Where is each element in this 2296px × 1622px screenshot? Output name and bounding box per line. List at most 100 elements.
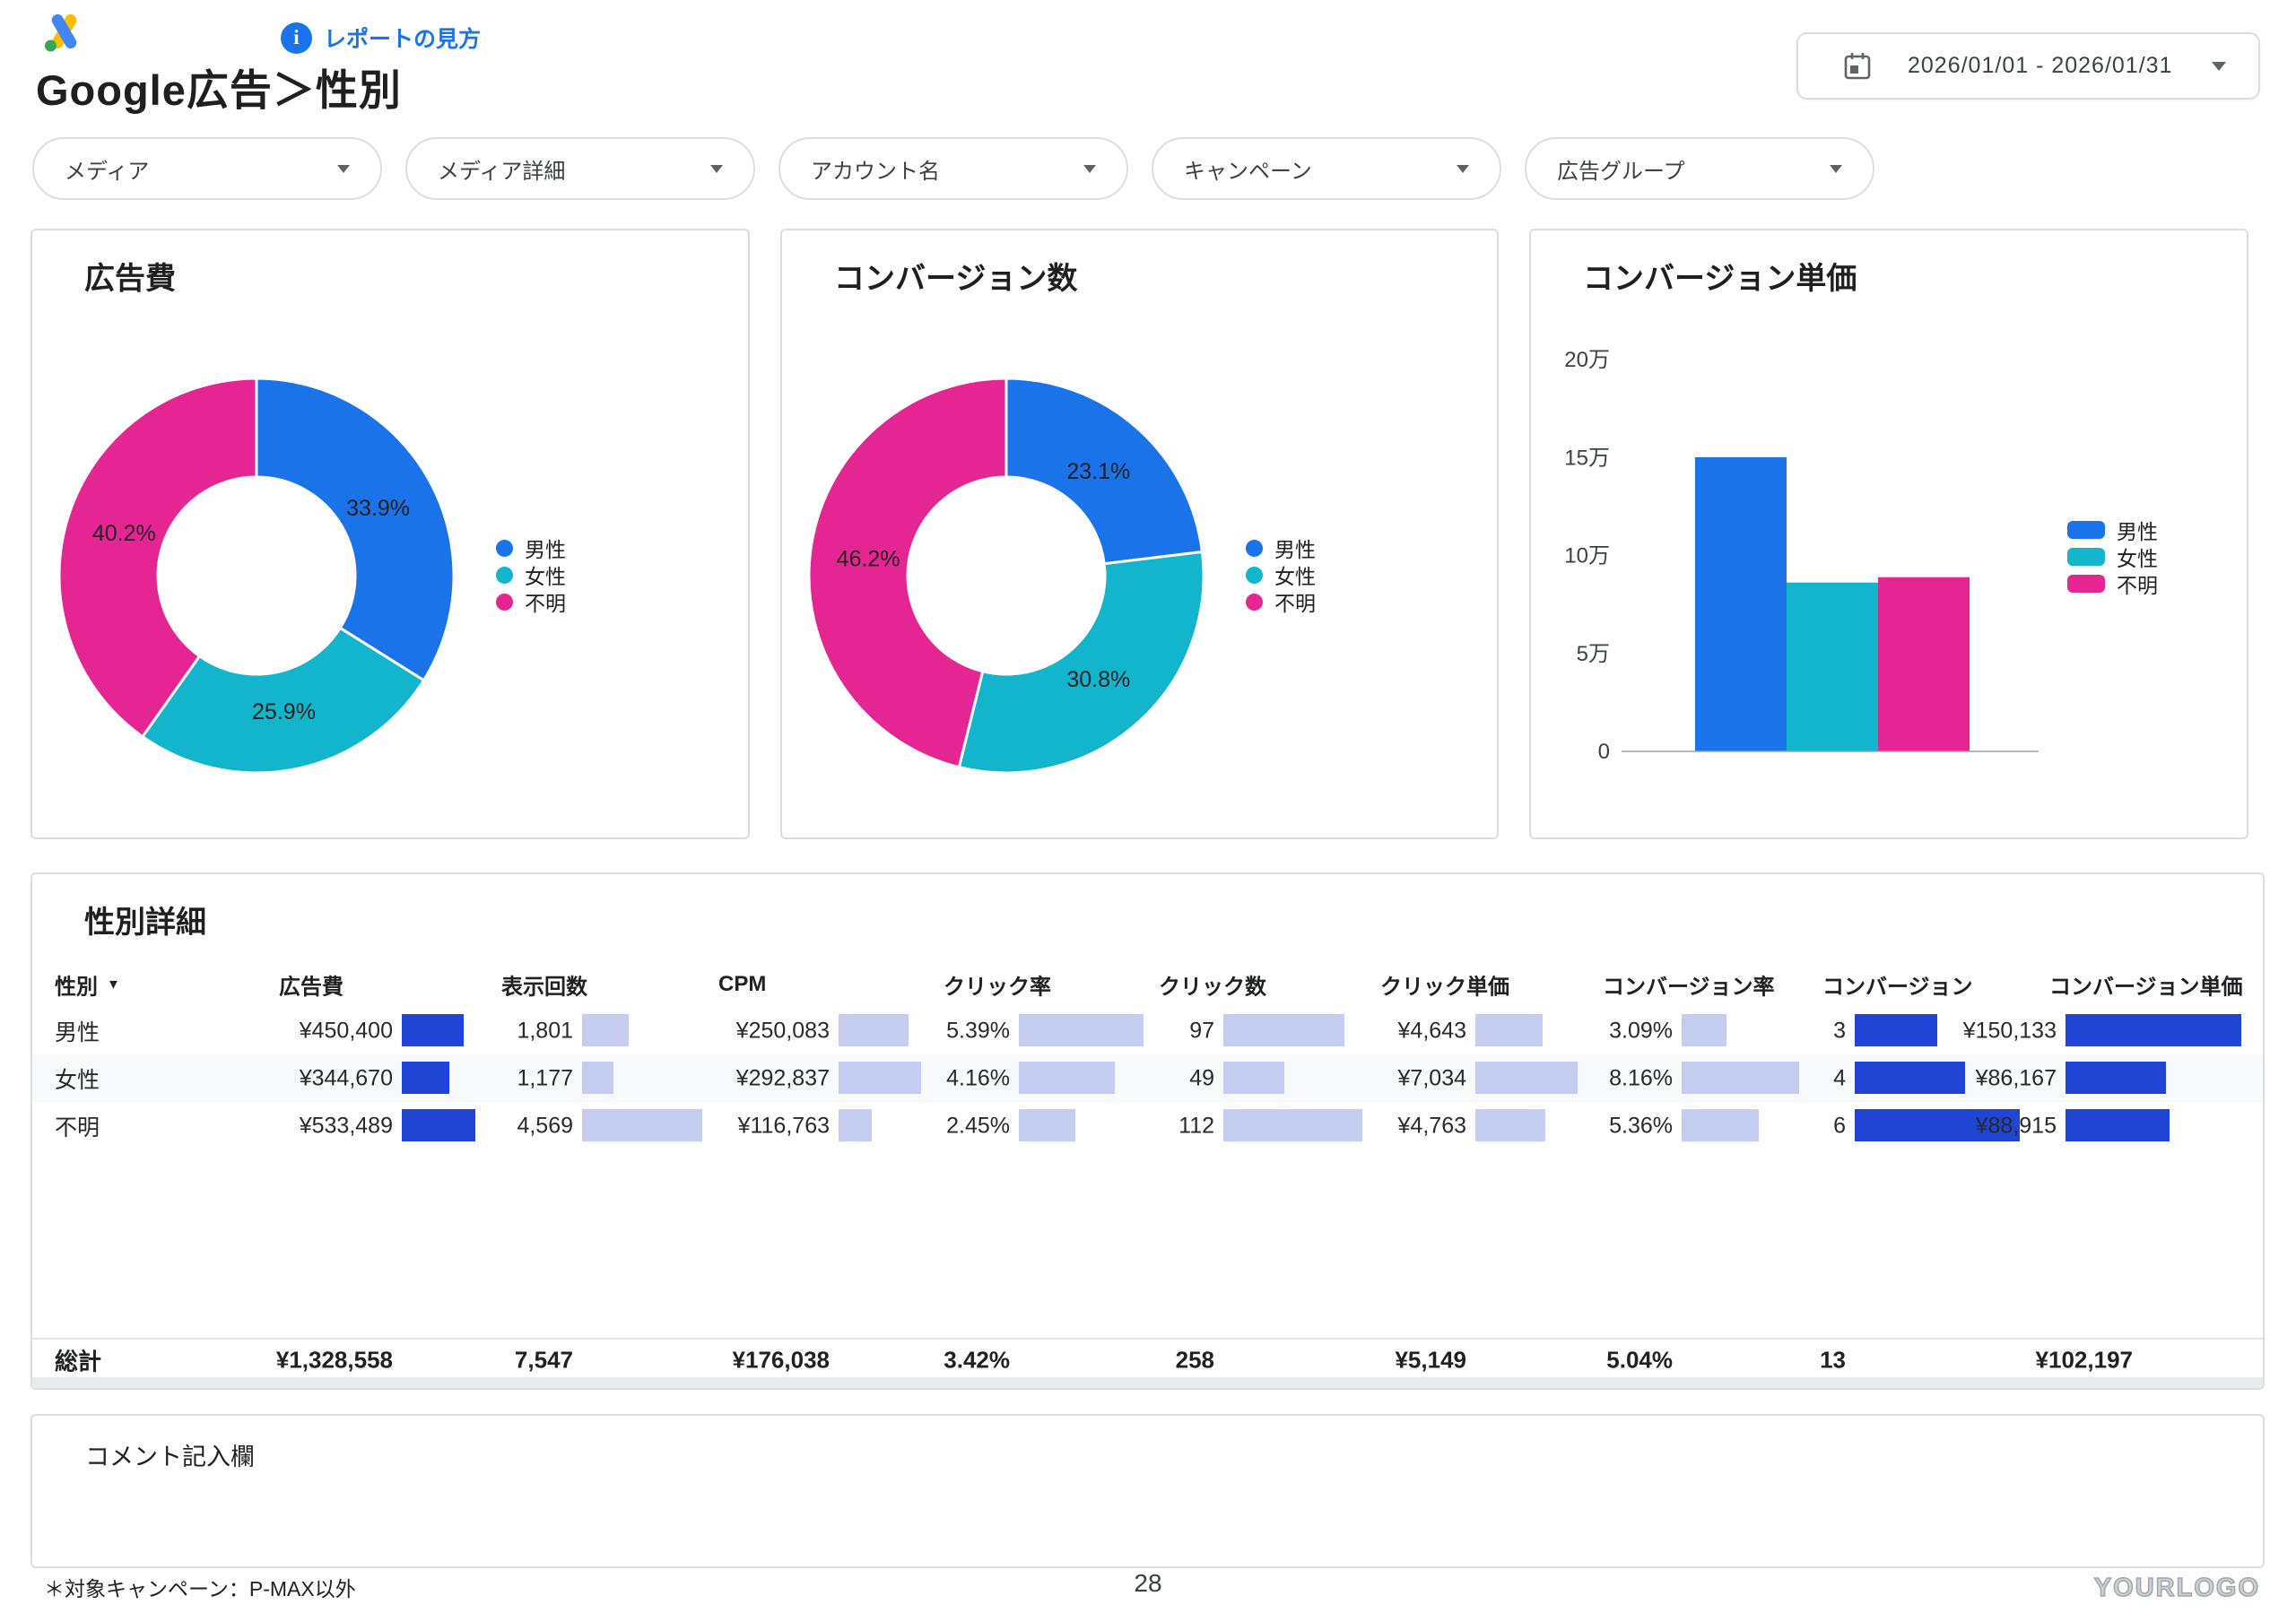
bar-不明 — [1878, 577, 1970, 751]
legend-swatch — [496, 566, 513, 584]
sort-desc-icon: ▼ — [107, 976, 120, 993]
bar-chart: 20万 15万 10万 5万 0 — [1564, 348, 2039, 764]
chevron-down-icon — [337, 164, 350, 173]
cell-value: 5.39% — [946, 1018, 1010, 1043]
filter-5[interactable]: 広告グループ — [1525, 137, 1874, 200]
column-header-label: 性別 — [55, 975, 98, 1000]
filter-4[interactable]: キャンペーン — [1152, 137, 1501, 200]
cell-bar — [582, 1062, 613, 1094]
legend-item: 女性 — [1246, 561, 1316, 588]
cell-value: 3 — [1833, 1018, 1846, 1043]
column-header-label: クリック数 — [1159, 975, 1266, 1000]
cell-bar — [1682, 1062, 1799, 1094]
cell-bar — [1019, 1014, 1144, 1046]
cell-value: ¥250,083 — [735, 1018, 830, 1043]
legend-label: 男性 — [2117, 520, 2158, 543]
cell-value: ¥86,167 — [1975, 1065, 2057, 1090]
cell-value: ¥292,837 — [735, 1065, 830, 1090]
legend-swatch — [2067, 575, 2105, 593]
legend-swatch — [1246, 539, 1263, 557]
legend-item: 不明 — [496, 588, 566, 615]
cell-value: 5.36% — [1609, 1113, 1673, 1138]
cell-value: ¥116,763 — [737, 1113, 830, 1138]
chevron-down-icon — [1083, 164, 1096, 173]
report-help-link[interactable]: i レポートの見方 — [281, 22, 481, 54]
column-header-0[interactable]: 性別 ▼ — [55, 969, 120, 1001]
slice-label: 46.2% — [837, 546, 900, 571]
table-row: 女性 ¥344,670 1,177 ¥292,837 4.16% 49 ¥7,034 8.16… — [32, 1054, 2263, 1102]
cell-bar — [1682, 1109, 1759, 1141]
chart-legend: 男性 女性不明 — [1246, 534, 1316, 615]
table-row: 男性 ¥450,400 1,801 ¥250,083 5.39% 97 ¥4,643 3.09… — [32, 1007, 2263, 1054]
filter-label: メディア詳細 — [438, 159, 566, 184]
cell-value: 4.16% — [946, 1065, 1010, 1090]
column-header-label: コンバージョン率 — [1603, 975, 1775, 1000]
donut-slice-不明 — [807, 377, 1008, 769]
legend-swatch — [2067, 521, 2105, 539]
total-value: ¥5,149 — [1395, 1346, 1466, 1374]
row-label: 女性 — [55, 1067, 100, 1093]
column-header-label: コンバージョン単価 — [2049, 975, 2243, 1000]
total-value: ¥1,328,558 — [275, 1346, 393, 1374]
filter-label: キャンペーン — [1184, 159, 1312, 184]
column-header-8[interactable]: コンバージョン — [1822, 969, 1973, 1001]
legend-label: 男性 — [1274, 538, 1316, 561]
row-label: 男性 — [55, 1019, 100, 1045]
column-header-2[interactable]: 表示回数 — [501, 969, 587, 1001]
filter-bar: メディア メディア詳細 アカウント名 キャンペーン 広告グループ — [32, 137, 1874, 200]
cell-value: 97 — [1189, 1018, 1214, 1043]
y-tick-label: 20万 — [1564, 348, 1610, 372]
cell-bar — [1223, 1014, 1344, 1046]
donut-slice-不明 — [57, 377, 258, 739]
filter-label: メディア — [65, 159, 150, 184]
legend-label: 不明 — [1274, 592, 1316, 615]
column-header-6[interactable]: クリック単価 — [1380, 969, 1509, 1001]
filter-3[interactable]: アカウント名 — [778, 137, 1128, 200]
column-header-5[interactable]: クリック数 — [1159, 969, 1266, 1001]
total-value: 5.04% — [1606, 1346, 1673, 1374]
donut-chart: 33.9% 25.9% 40.2% — [57, 377, 456, 775]
column-header-9[interactable]: コンバージョン単価 — [2049, 969, 2243, 1001]
filter-1[interactable]: メディア — [32, 137, 382, 200]
comment-title: コメント記入欄 — [85, 1444, 255, 1470]
legend-label: 男性 — [525, 538, 566, 561]
cell-value: 6 — [1833, 1113, 1846, 1138]
cell-bar — [402, 1062, 449, 1094]
column-header-label: コンバージョン — [1822, 975, 1973, 1000]
table-bottom-scrollbar[interactable] — [32, 1377, 2263, 1388]
donut-slice-男性 — [1004, 377, 1205, 566]
total-value: 258 — [1175, 1346, 1214, 1374]
date-range-picker[interactable]: 2026/01/01 - 2026/01/31 — [1796, 32, 2260, 100]
page-title: Google広告＞性別 — [36, 66, 402, 114]
filter-2[interactable]: メディア詳細 — [405, 137, 755, 200]
chart-card-0: 広告費 33.9% 25.9% 40.2% 男性 女性 不明 — [30, 229, 750, 839]
filter-label: 広告グループ — [1557, 159, 1685, 184]
cell-bar — [2066, 1109, 2170, 1141]
cell-bar — [2066, 1014, 2241, 1046]
cell-value: 1,177 — [517, 1065, 573, 1090]
page-number: 28 — [1134, 1569, 1162, 1597]
legend-label: 女性 — [525, 565, 566, 588]
column-header-4[interactable]: クリック率 — [944, 969, 1051, 1001]
table-row: 不明 ¥533,489 4,569 ¥116,763 2.45% 112 ¥4,763 5.3… — [32, 1102, 2263, 1149]
y-tick-label: 15万 — [1564, 446, 1610, 470]
legend-swatch — [496, 539, 513, 557]
cell-bar — [839, 1109, 872, 1141]
y-tick-label: 0 — [1598, 740, 1610, 764]
donut-slice-女性 — [140, 626, 426, 775]
chart-legend: 男性女性 不明 — [496, 534, 566, 615]
cell-bar — [1475, 1014, 1543, 1046]
cell-bar — [1475, 1062, 1578, 1094]
cell-bar — [402, 1109, 475, 1141]
legend-label: 女性 — [2117, 547, 2158, 570]
chevron-down-icon — [2212, 61, 2226, 71]
total-value: 7,547 — [514, 1346, 573, 1374]
column-header-3[interactable]: CPM — [718, 972, 766, 997]
column-header-1[interactable]: 広告費 — [279, 969, 344, 1001]
legend-item: 男性 — [496, 534, 566, 561]
cell-value: 4,569 — [517, 1113, 573, 1138]
comment-card[interactable]: コメント記入欄 — [30, 1414, 2265, 1568]
cell-bar — [1855, 1062, 1965, 1094]
column-header-7[interactable]: コンバージョン率 — [1603, 969, 1775, 1001]
help-link-label: レポートの見方 — [324, 27, 482, 52]
